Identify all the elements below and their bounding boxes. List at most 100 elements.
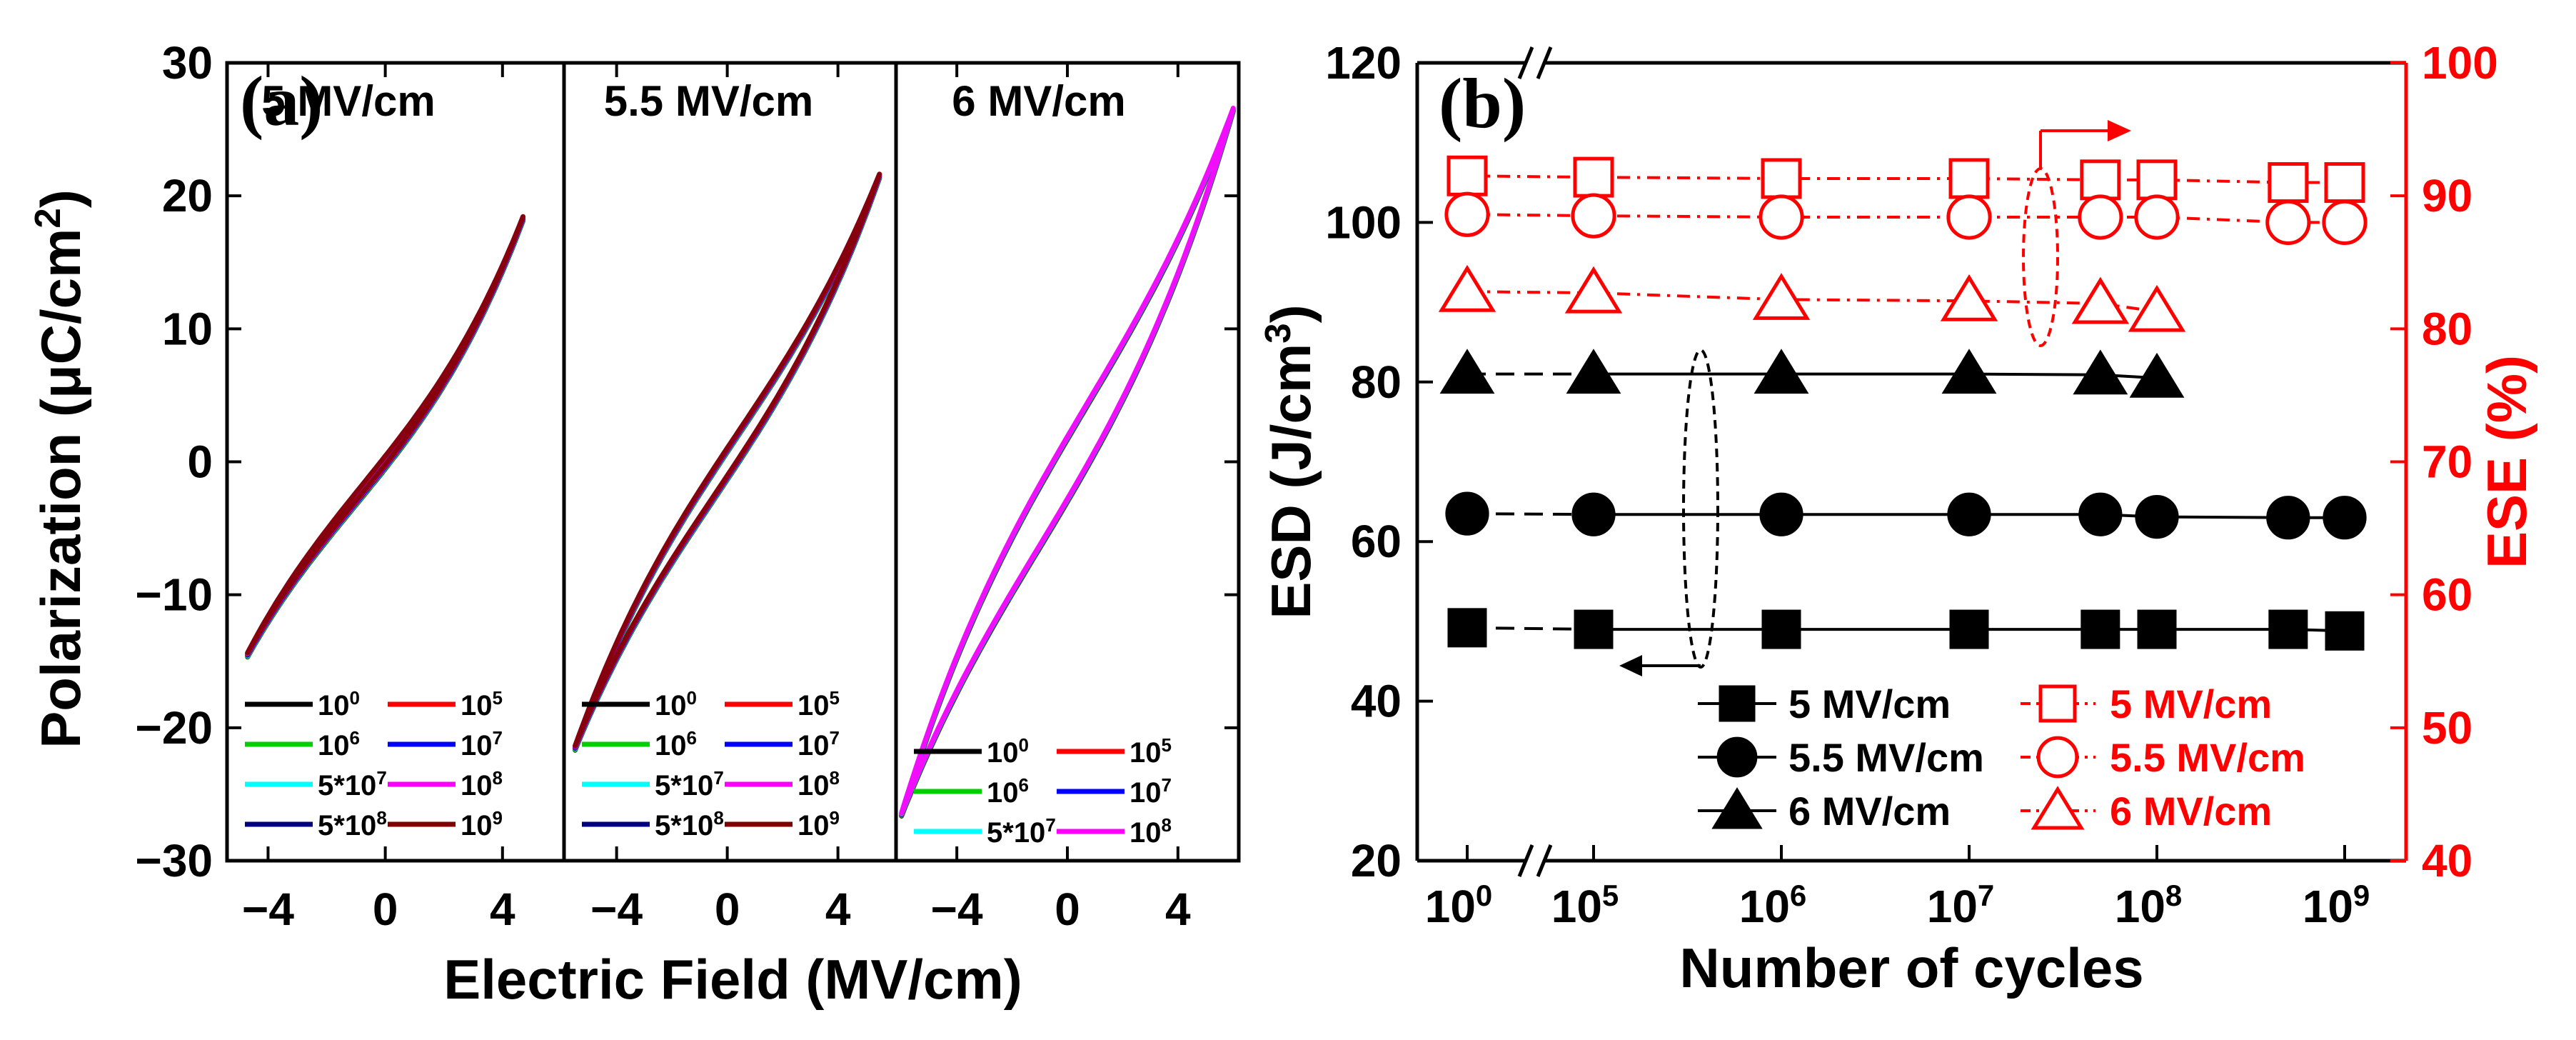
text-superscript: 8 — [376, 807, 386, 829]
y-right-tick-label: 60 — [2422, 569, 2472, 621]
loop-series-10^9 — [573, 171, 882, 749]
text-base: 10 — [1739, 881, 1790, 932]
x-axis-title: Number of cycles — [1679, 936, 2143, 999]
esd-point — [1439, 349, 1495, 394]
x-tick-label: 0 — [1055, 884, 1080, 935]
loop-series-10^6 — [899, 108, 1236, 818]
legend-label: 5*108 — [655, 807, 724, 841]
text-base: 10 — [1425, 881, 1476, 932]
text-base: 10 — [1129, 737, 1162, 769]
text-base: 10 — [987, 737, 1019, 769]
loop-series-10^7 — [899, 106, 1236, 817]
text-superscript: 6 — [350, 727, 360, 749]
ese-point — [2324, 162, 2365, 204]
text-base: 5*10 — [318, 770, 376, 801]
text-superscript: 5 — [493, 687, 503, 709]
ese-point — [2071, 276, 2130, 324]
legend-label: 107 — [798, 727, 840, 761]
legend-label: 108 — [461, 767, 503, 801]
text-superscript: 0 — [350, 687, 360, 709]
esd-line-break — [1466, 626, 1594, 631]
ese-point — [2128, 284, 2186, 332]
x-tick-label: 4 — [825, 884, 851, 935]
text-base: 10 — [1129, 777, 1162, 809]
esd-point — [1941, 349, 1997, 394]
y-left-tick-label: 20 — [1351, 835, 1402, 886]
legend-label: 5*108 — [318, 807, 387, 841]
esd-point — [1759, 492, 1803, 536]
legend-marker — [2036, 736, 2079, 779]
text-superscript: 6 — [687, 727, 697, 749]
esd-point — [1574, 609, 1614, 649]
field-label: 5 MV/cm — [261, 77, 435, 125]
esd-point — [1947, 492, 1991, 536]
text-superscript: 8 — [1162, 814, 1172, 836]
ese-point — [1564, 266, 1623, 314]
legend-label: 6 MV/cm — [1788, 789, 1951, 834]
text-base: 10 — [2303, 881, 2353, 932]
esd-point — [2268, 609, 2308, 649]
ese-point — [1759, 194, 1804, 240]
field-label: 6 MV/cm — [952, 77, 1125, 125]
legend-label: 100 — [987, 734, 1029, 769]
text-base: 10 — [1927, 881, 1978, 932]
text-superscript: 7 — [1045, 814, 1055, 836]
legend-marker — [1711, 787, 1763, 829]
y-left-tick-label: 100 — [1325, 196, 1402, 248]
esd-point — [2266, 496, 2310, 540]
legend-label: 5 MV/cm — [1788, 681, 1951, 726]
ese-point — [2134, 194, 2180, 240]
loop-series-10^9 — [245, 214, 525, 656]
text-superscript: 7 — [1978, 879, 1994, 912]
text-base: 5*10 — [987, 817, 1045, 849]
field-label: 5.5 MV/cm — [604, 77, 813, 125]
ese-point — [2078, 194, 2123, 240]
legend-marker — [2038, 684, 2077, 723]
loop-series-5*10^7 — [573, 174, 882, 751]
text-base: 10 — [318, 690, 350, 721]
legend-label: 5.5 MV/cm — [2110, 735, 2305, 780]
esd-point — [2135, 494, 2179, 539]
text-superscript: 8 — [493, 767, 503, 789]
y-right-tick-label: 100 — [2422, 37, 2498, 89]
y-left-tick-label: 120 — [1325, 37, 1402, 89]
ese-line-5 MV/cm — [1466, 174, 2345, 184]
text-superscript: 7 — [713, 767, 723, 789]
legend-label: 5*107 — [655, 767, 724, 801]
y-tick-label: 30 — [162, 37, 213, 89]
legend-label: 106 — [987, 774, 1029, 809]
legend-label: 109 — [798, 807, 840, 841]
legend-label: 5.5 MV/cm — [1788, 735, 1984, 780]
text-base: 10 — [798, 730, 830, 761]
text-superscript: 2 — [27, 208, 68, 228]
y-tick-label: 10 — [162, 303, 213, 354]
text-superscript: 0 — [687, 687, 697, 709]
text-superscript: 7 — [1162, 774, 1172, 796]
legend-label: 105 — [461, 687, 503, 721]
ese-point — [1761, 158, 1802, 199]
ese-line-5.5 MV/cm — [1466, 213, 2345, 224]
ese-point — [1940, 274, 1998, 321]
panel-a-pe-loops: Polarization (μC/cm2)−30−20−100102030Ele… — [27, 37, 1241, 1011]
text-superscript: 8 — [713, 807, 723, 829]
x-axis-title: Electric Field (MV/cm) — [443, 948, 1022, 1011]
text-base: 10 — [318, 730, 350, 761]
text-superscript: 5 — [830, 687, 840, 709]
text-base: 10 — [655, 690, 687, 721]
text-superscript: 7 — [830, 727, 840, 749]
x-tick-label: −4 — [931, 884, 983, 935]
esd-point — [1761, 609, 1801, 649]
text-base: 10 — [655, 730, 687, 761]
y-tick-label: 0 — [187, 436, 213, 488]
y-tick-label: −10 — [135, 569, 213, 621]
text-superscript: 0 — [1019, 734, 1029, 756]
text-base: 10 — [798, 810, 830, 841]
text-superscript: 8 — [2165, 879, 2182, 912]
ese-point — [1438, 264, 1496, 312]
axis-break-mark — [1536, 844, 1553, 877]
subplot-frame — [894, 61, 1241, 863]
